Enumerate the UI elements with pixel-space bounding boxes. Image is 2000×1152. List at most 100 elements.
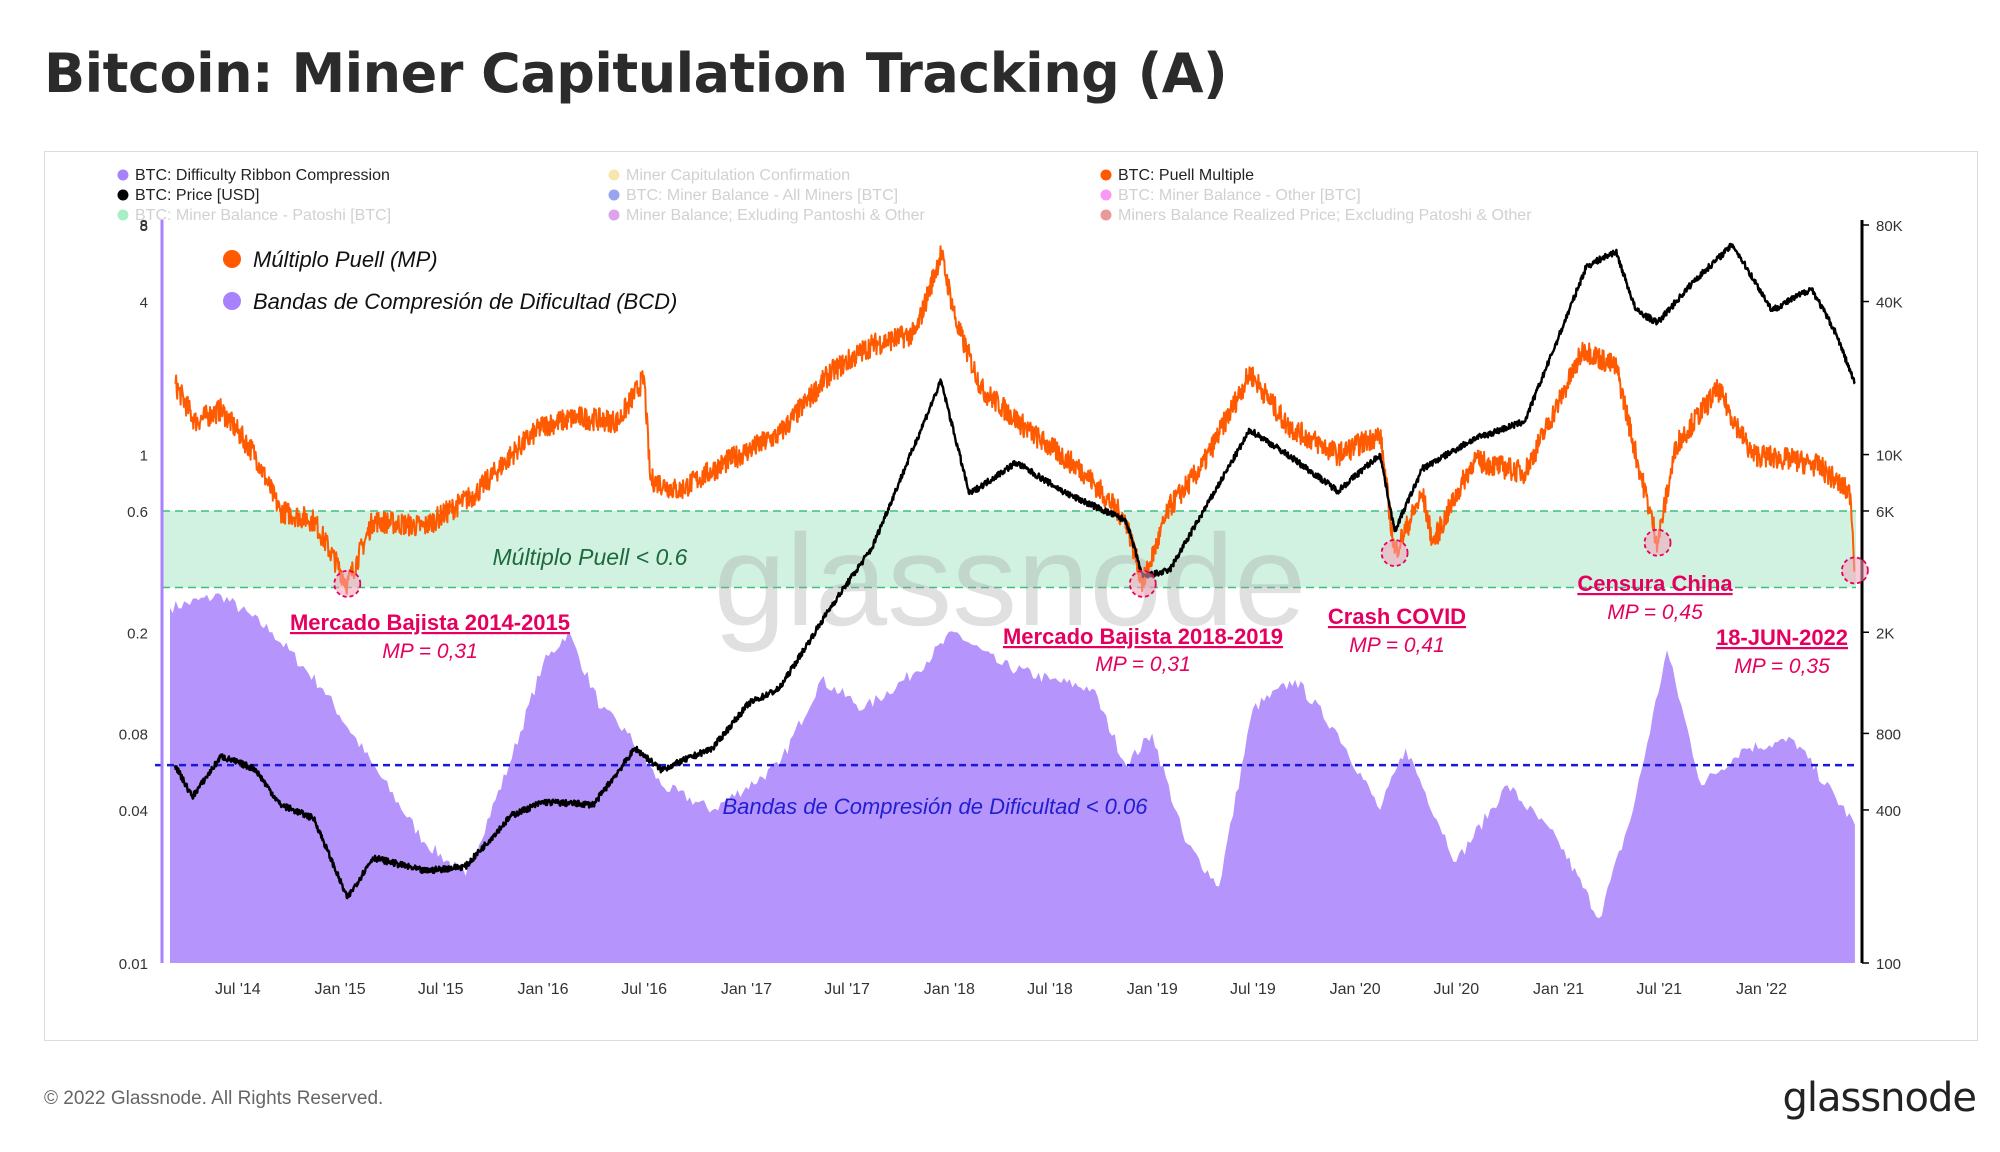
legend-label: Miner Balance; Exluding Pantoshi & Other xyxy=(626,207,926,224)
legend-dot xyxy=(117,209,129,221)
legend-item[interactable]: BTC: Price [USD] xyxy=(117,187,260,204)
y-left-tick-label: 0.2 xyxy=(127,625,148,642)
annotations: Mercado Bajista 2014-2015 MP = 0,31 Mercad… xyxy=(290,528,1869,678)
annotation-value: MP = 0,35 xyxy=(1734,655,1830,678)
legend-dot xyxy=(117,169,129,181)
annotation-value: MP = 0,31 xyxy=(1095,653,1191,676)
legend-label: BTC: Miner Balance - Patoshi [BTC] xyxy=(135,207,391,224)
annotation-marker xyxy=(1380,539,1409,567)
puell-band-label: Múltiplo Puell < 0.6 xyxy=(493,544,688,570)
legend-label: BTC: Price [USD] xyxy=(135,187,259,204)
annotation-marker xyxy=(1128,569,1157,598)
legend-item[interactable]: BTC: Difficulty Ribbon Compression xyxy=(117,167,390,184)
annotation-marker xyxy=(1840,556,1869,585)
annotation-value: MP = 0,45 xyxy=(1607,601,1703,624)
x-tick-label: Jul '21 xyxy=(1636,981,1682,998)
legend-item[interactable]: BTC: Miner Balance - Other [BTC] xyxy=(1100,187,1361,204)
legend-dot xyxy=(608,189,620,201)
puell-band-fill xyxy=(162,510,1856,588)
annotation-title: 18-JUN-2022 xyxy=(1716,625,1848,650)
copyright: © 2022 Glassnode. All Rights Reserved. xyxy=(44,1088,384,1109)
y-left-tick-label: 4 xyxy=(140,295,148,312)
legend-dot xyxy=(117,189,129,201)
y-right-tick-label: 100 xyxy=(1876,956,1901,973)
ribbon-threshold: Bandas de Compresión de Dificultad < 0.0… xyxy=(155,763,1856,819)
watermark-text: glassnode xyxy=(714,507,1307,653)
legend-label: BTC: Difficulty Ribbon Compression xyxy=(135,167,390,184)
x-tick-label: Jul '19 xyxy=(1230,981,1276,998)
x-tick-label: Jul '18 xyxy=(1027,981,1073,998)
x-tick-label: Jan '16 xyxy=(517,981,568,998)
legend[interactable]: BTC: Difficulty Ribbon Compression Miner … xyxy=(117,167,1533,234)
inset-legend-label: Múltiplo Puell (MP) xyxy=(253,247,438,272)
legend-item[interactable]: BTC: Puell Multiple xyxy=(1100,167,1255,184)
legend-dot xyxy=(1100,169,1112,181)
y-right-tick-label: 6K xyxy=(1876,504,1894,521)
puell-band: Múltiplo Puell < 0.6 xyxy=(162,510,1856,589)
x-tick-label: Jul '15 xyxy=(418,981,464,998)
legend-item[interactable]: Miner Capitulation Confirmation xyxy=(608,167,851,184)
axes: 8 4 1 0.6 0.2 0.08 0.04 0.01 80K 40K 10K 6K 2K 800 400… xyxy=(119,218,1903,998)
x-tick-label: Jan '17 xyxy=(721,981,772,998)
price-line xyxy=(173,242,1856,900)
y-left-tick-label: 1 xyxy=(140,448,148,465)
x-tick-label: Jul '17 xyxy=(824,981,870,998)
x-tick-label: Jan '19 xyxy=(1127,981,1178,998)
inset-legend: Múltiplo Puell (MP) Bandas de Compresión … xyxy=(223,247,677,314)
price-series xyxy=(173,242,1856,900)
y-right-tick-label: 800 xyxy=(1876,726,1901,743)
ribbon-series xyxy=(170,593,1855,963)
x-tick-label: Jul '20 xyxy=(1433,981,1479,998)
x-tick-label: Jan '15 xyxy=(315,981,366,998)
annotation-value: MP = 0,41 xyxy=(1349,634,1445,657)
annotation-value: MP = 0,31 xyxy=(382,640,478,663)
legend-dot xyxy=(608,209,620,221)
legend-item[interactable]: Miners Balance Realized Price; Excluding… xyxy=(1100,207,1533,224)
y-left-tick-label: 0.6 xyxy=(127,504,148,521)
ribbon-threshold-label: Bandas de Compresión de Dificultad < 0.0… xyxy=(723,794,1149,819)
puell-series xyxy=(174,245,1856,595)
legend-label: BTC: Puell Multiple xyxy=(1118,167,1254,184)
legend-label: BTC: Miner Balance - Other [BTC] xyxy=(1118,187,1361,204)
x-tick-label: Jan '20 xyxy=(1330,981,1381,998)
x-tick-label: Jan '18 xyxy=(924,981,975,998)
legend-item[interactable]: BTC: Miner Balance - All Miners [BTC] xyxy=(608,187,899,204)
x-tick-label: Jul '14 xyxy=(215,981,261,998)
legend-dot xyxy=(1100,209,1112,221)
y-right-tick-label: 80K xyxy=(1876,218,1903,235)
chart-frame xyxy=(44,151,1978,1041)
x-tick-label: Jan '22 xyxy=(1736,981,1787,998)
inset-legend-dot xyxy=(223,250,241,268)
watermark: glassnode xyxy=(714,507,1307,653)
puell-line xyxy=(174,245,1856,595)
y-left-tick-label: 0.04 xyxy=(119,803,148,820)
annotation-title: Censura China xyxy=(1577,571,1733,596)
y-left-tick-label: 0.08 xyxy=(119,726,148,743)
x-tick-label: Jan '21 xyxy=(1533,981,1584,998)
legend-dot xyxy=(608,169,620,181)
annotation-marker xyxy=(333,569,362,598)
legend-dot xyxy=(1100,189,1112,201)
y-right-tick-label: 400 xyxy=(1876,803,1901,820)
legend-item[interactable]: BTC: Miner Balance - Patoshi [BTC] xyxy=(117,207,392,224)
y-right-tick-label: 2K xyxy=(1876,625,1894,642)
page-title: Bitcoin: Miner Capitulation Tracking (A) xyxy=(44,42,1228,105)
x-tick-label: Jul '16 xyxy=(621,981,667,998)
annotation-title: Mercado Bajista 2014-2015 xyxy=(290,610,570,635)
inset-legend-dot xyxy=(223,292,241,310)
legend-item[interactable]: Miner Balance; Exluding Pantoshi & Other xyxy=(608,207,926,224)
legend-label: Miners Balance Realized Price; Excluding… xyxy=(1118,207,1532,224)
annotation-title: Crash COVID xyxy=(1328,604,1466,629)
legend-label: BTC: Miner Balance - All Miners [BTC] xyxy=(626,187,898,204)
annotation-title: Mercado Bajista 2018-2019 xyxy=(1003,624,1283,649)
ribbon-area xyxy=(170,593,1855,963)
y-right-tick-label: 10K xyxy=(1876,448,1903,465)
annotation-marker xyxy=(1643,528,1672,557)
y-left-top-label: 8 xyxy=(140,217,148,234)
brand-logo: glassnode xyxy=(1782,1075,1977,1121)
legend-label: Miner Capitulation Confirmation xyxy=(626,167,850,184)
y-right-tick-label: 40K xyxy=(1876,295,1903,312)
inset-legend-label: Bandas de Compresión de Dificultad (BCD) xyxy=(253,289,677,314)
y-left-tick-label: 0.01 xyxy=(119,956,148,973)
